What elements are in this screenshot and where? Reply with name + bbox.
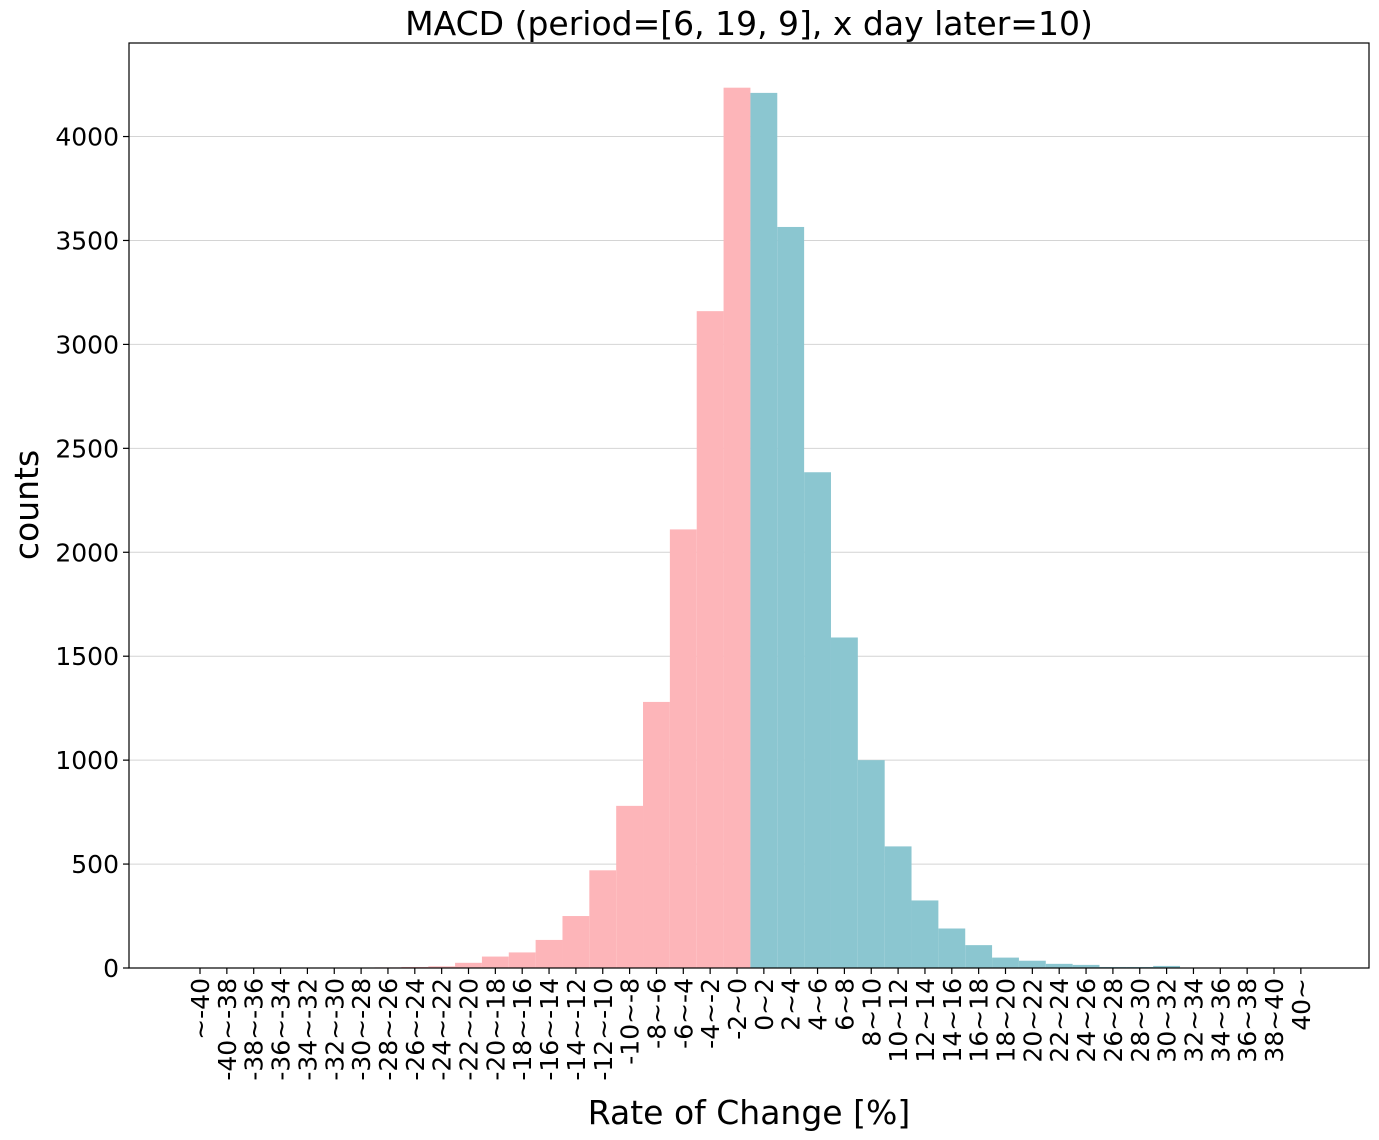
x-tick-label: -26~-24 (401, 978, 430, 1081)
histogram-bar (1072, 964, 1100, 968)
x-tick-label: -22~-20 (455, 978, 484, 1081)
x-tick-label: -30~-28 (347, 978, 376, 1081)
x-tick-label: -38~-36 (240, 978, 269, 1081)
histogram-bar (1045, 963, 1073, 968)
histogram-bar (992, 957, 1019, 968)
histogram-bar (616, 805, 644, 968)
x-tick-label: -4~-2 (696, 978, 725, 1049)
x-tick-label: -18~-16 (508, 978, 537, 1081)
histogram-bar (965, 945, 993, 968)
x-tick-label: 10~12 (884, 978, 913, 1063)
x-tick-label: 2~4 (777, 978, 806, 1031)
x-tick-label: -14~-12 (562, 978, 591, 1081)
x-tick-label: 30~32 (1153, 978, 1182, 1063)
y-tick-label: 0 (103, 954, 119, 983)
y-ticks: 0 500 1000 1500 2000 2500 3000 3500 4000 (55, 123, 129, 983)
x-tick-label: ~-40 (186, 978, 215, 1040)
histogram-bar (589, 870, 617, 968)
histogram-bar (696, 311, 724, 968)
histogram-bar (777, 226, 805, 968)
x-tick-label: 6~8 (830, 978, 859, 1031)
x-tick-label: 26~28 (1099, 978, 1128, 1063)
histogram-bar (455, 962, 482, 968)
x-tick-label: -10~-8 (616, 978, 645, 1065)
chart-title: MACD (period=[6, 19, 9], x day later=10) (405, 4, 1093, 43)
x-tick-label: 20~22 (1018, 978, 1047, 1063)
y-tick-label: 2000 (55, 538, 119, 567)
x-tick-label: 24~26 (1072, 978, 1101, 1063)
y-tick-label: 2500 (55, 434, 119, 463)
histogram-bar (804, 472, 831, 968)
histogram-bar (1018, 960, 1046, 968)
x-tick-label: -8~-6 (642, 978, 671, 1049)
histogram-bar (911, 900, 939, 968)
x-tick-label: 22~24 (1045, 978, 1074, 1063)
x-tick-label: -36~-34 (267, 978, 296, 1081)
histogram-bar (723, 87, 751, 968)
histogram-bar (508, 952, 536, 968)
histogram-bar (938, 928, 966, 968)
y-axis-label: counts (7, 450, 46, 560)
plot-frame (128, 42, 1370, 969)
y-tick-label: 4000 (55, 123, 119, 152)
x-tick-label: 8~10 (857, 978, 886, 1047)
x-tick-label: -20~-18 (481, 978, 510, 1081)
x-ticks: ~-40-40~-38-38~-36-36~-34-34~-32-32~-30-… (186, 968, 1316, 1081)
x-tick-label: 34~36 (1206, 978, 1235, 1063)
histogram-bar (830, 637, 858, 968)
histogram-bar (562, 916, 590, 968)
x-tick-label: -16~-14 (535, 978, 564, 1081)
x-tick-label: 16~18 (965, 978, 994, 1063)
histogram-bar (857, 760, 885, 968)
y-tick-label: 3500 (55, 226, 119, 255)
histogram-bar (884, 846, 912, 968)
x-tick-label: 40~ (1287, 978, 1316, 1031)
x-tick-label: -28~-26 (374, 978, 403, 1081)
histogram-bar (481, 956, 509, 968)
x-tick-label: -2~0 (723, 978, 752, 1040)
y-tick-label: 3000 (55, 330, 119, 359)
x-tick-label: -12~-10 (589, 978, 618, 1081)
x-tick-label: -34~-32 (293, 978, 322, 1081)
histogram-bar (669, 529, 697, 968)
x-tick-label: -32~-30 (320, 978, 349, 1081)
histogram-bar (1153, 965, 1181, 968)
y-tick-label: 1000 (55, 746, 119, 775)
x-tick-label: 4~6 (804, 978, 833, 1031)
x-tick-label: -24~-22 (428, 978, 457, 1081)
x-tick-label: 38~40 (1260, 978, 1289, 1063)
x-axis-label: Rate of Change [%] (588, 1093, 910, 1132)
histogram-bar (535, 939, 563, 968)
histogram-bar (750, 92, 778, 969)
x-tick-label: 14~16 (938, 978, 967, 1063)
x-tick-label: -40~-38 (213, 978, 242, 1081)
x-tick-label: 36~38 (1233, 978, 1262, 1063)
bar-layer (293, 87, 1315, 969)
x-tick-label: 28~30 (1126, 978, 1155, 1063)
histogram-bar (643, 701, 670, 968)
x-tick-label: 0~2 (750, 978, 779, 1031)
x-tick-label: 12~14 (911, 978, 940, 1063)
x-tick-label: 18~20 (992, 978, 1021, 1063)
x-tick-label: 32~34 (1179, 978, 1208, 1063)
y-tick-label: 500 (71, 850, 119, 879)
y-tick-label: 1500 (55, 642, 119, 671)
histogram-bar (428, 966, 456, 968)
x-tick-label: -6~-4 (669, 978, 698, 1049)
